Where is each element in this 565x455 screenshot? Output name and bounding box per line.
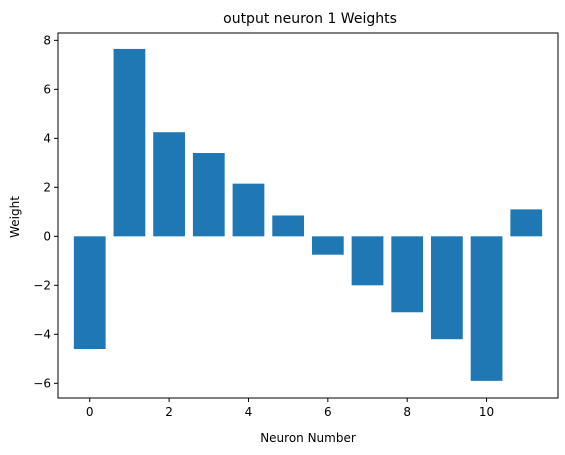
y-tick-label: 6 — [43, 82, 51, 96]
y-tick-label: −4 — [33, 327, 51, 341]
y-tick-label: 0 — [43, 229, 51, 243]
bar-9 — [431, 236, 463, 340]
x-tick-label: 2 — [165, 405, 173, 419]
y-tick-label: 8 — [43, 33, 51, 47]
x-tick-label: 10 — [479, 405, 494, 419]
x-tick-label: 0 — [86, 405, 94, 419]
y-tick-label: −6 — [33, 376, 51, 390]
x-axis: 0 2 4 6 8 10 — [86, 398, 494, 419]
y-tick-label: 4 — [43, 131, 51, 145]
plot-frame — [57, 32, 559, 399]
y-tick-label: 2 — [43, 180, 51, 194]
chart-title: output neuron 1 Weights — [223, 11, 397, 27]
x-axis-label: Neuron Number — [260, 431, 356, 445]
bar-11 — [510, 209, 543, 237]
x-tick-label: 6 — [324, 405, 332, 419]
y-axis-label: Weight — [8, 196, 22, 238]
bar-8 — [391, 236, 424, 313]
bar-0 — [73, 236, 106, 350]
bar-6 — [311, 236, 344, 255]
bars — [73, 48, 543, 381]
y-tick-label: −2 — [33, 278, 51, 292]
y-axis: −6 −4 −2 0 2 4 6 8 — [33, 33, 58, 390]
bar-4 — [232, 183, 265, 237]
bar-7 — [351, 236, 384, 286]
x-tick-label: 8 — [403, 405, 411, 419]
bar-10 — [470, 236, 503, 381]
bar-3 — [192, 153, 225, 237]
x-tick-label: 4 — [245, 405, 253, 419]
bar-5 — [272, 215, 305, 237]
bar-2 — [153, 132, 185, 237]
bar-1 — [113, 48, 146, 237]
